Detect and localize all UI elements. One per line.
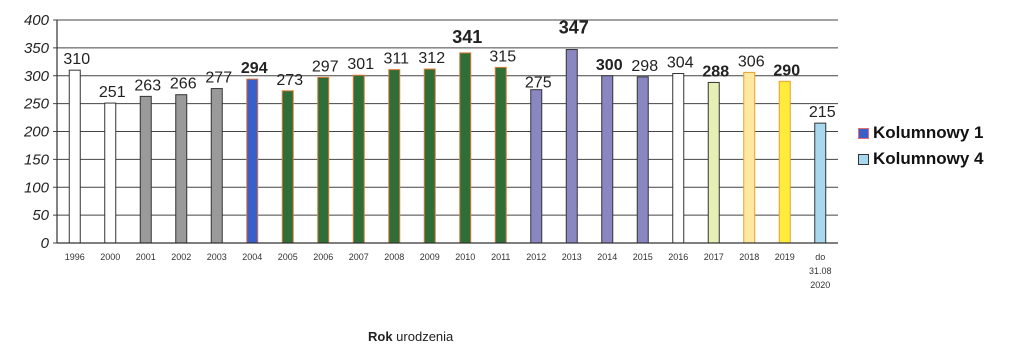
x-tick-label: 2015: [633, 252, 653, 262]
x-tick-label: 2004: [242, 252, 262, 262]
x-axis-title: Rok urodzenia: [368, 329, 453, 344]
y-tick-label: 400: [24, 12, 50, 29]
x-tick-label: 2016: [668, 252, 688, 262]
x-tick-label: 2003: [207, 252, 227, 262]
data-label: 315: [489, 48, 516, 65]
bar: [317, 76, 330, 244]
data-label: 298: [631, 58, 658, 75]
data-label: 300: [596, 57, 623, 74]
data-label: 290: [773, 62, 800, 79]
data-labels: 310 251 263 266 277 294 273 297 301 311 312 341 315 2…: [63, 18, 835, 122]
bar: [281, 90, 294, 244]
data-label: 341: [452, 27, 482, 47]
x-tick-label: 2006: [313, 252, 333, 262]
data-label: 304: [667, 55, 694, 72]
bar: [743, 71, 756, 244]
bar: [352, 74, 365, 244]
x-tick-label: 2014: [597, 252, 617, 262]
bar: [423, 68, 436, 244]
bar: [246, 78, 259, 244]
x-tick-label: 2011: [491, 252, 510, 262]
x-tick-label: 2018: [739, 252, 759, 262]
y-tick-label: 300: [24, 68, 50, 85]
data-label: 263: [134, 77, 161, 94]
x-tick-label: 2008: [384, 252, 404, 262]
y-tick-label: 200: [23, 124, 50, 141]
bar: [672, 73, 685, 244]
data-label: 312: [418, 50, 445, 67]
bar: [139, 95, 152, 244]
y-axis-ticks: 0 50 100 150 200 250 300 350 400: [23, 12, 57, 252]
legend-item-kolumnowy-4: Kolumnowy 4: [858, 146, 984, 172]
bar: [210, 88, 223, 244]
gridlines: [57, 19, 838, 216]
legend-label: Kolumnowy 1: [873, 123, 984, 142]
data-label: 301: [347, 56, 374, 73]
y-tick-label: 50: [32, 207, 49, 224]
data-label: 306: [738, 53, 765, 70]
x-tick-label: 2005: [278, 252, 298, 262]
data-label: 266: [170, 76, 197, 93]
bar: [68, 69, 81, 244]
x-tick-label: 2013: [562, 252, 582, 262]
x-tick-label: do 31.08 2020: [809, 252, 832, 290]
y-tick-label: 150: [24, 151, 50, 168]
data-label: 297: [312, 58, 339, 75]
data-label: 277: [205, 70, 232, 87]
bar: [814, 122, 827, 244]
bar: [104, 102, 117, 244]
x-tick-label: 2002: [171, 252, 191, 262]
y-tick-label: 250: [23, 96, 50, 113]
x-tick-label: 2010: [455, 252, 475, 262]
bar: [778, 80, 791, 244]
data-label: 273: [276, 72, 303, 89]
y-tick-label: 350: [24, 40, 50, 57]
x-tick-label: 2017: [704, 252, 724, 262]
data-label: 311: [383, 51, 409, 68]
x-axis-title-bold: Rok: [368, 329, 393, 344]
x-axis-title-rest: urodzenia: [392, 329, 454, 344]
data-label: 347: [559, 18, 589, 38]
bar: [459, 52, 472, 244]
bar: [388, 69, 401, 244]
bar: [175, 94, 188, 244]
x-tick-label: 2009: [420, 252, 440, 262]
x-tick-label: 2000: [100, 252, 120, 262]
bar: [565, 49, 578, 244]
bars: [68, 49, 827, 244]
data-label: 310: [63, 51, 90, 68]
bar: [601, 75, 614, 244]
legend-swatch: [858, 153, 869, 165]
y-tick-label: 100: [24, 179, 50, 196]
legend: Kolumnowy 1 Kolumnowy 4: [858, 120, 984, 172]
data-label: 275: [525, 75, 552, 92]
y-tick-label: 0: [41, 235, 50, 252]
x-tick-label: 2007: [349, 252, 369, 262]
x-tick-label: 2012: [526, 252, 546, 262]
data-label: 288: [702, 63, 729, 80]
legend-label: Kolumnowy 4: [873, 149, 984, 168]
data-label: 215: [809, 104, 836, 121]
bar: [494, 66, 507, 244]
legend-swatch: [858, 127, 869, 139]
x-tick-label: 2019: [775, 252, 795, 262]
data-label: 294: [241, 60, 268, 77]
x-tick-label: 2001: [136, 252, 156, 262]
data-label: 251: [99, 84, 126, 101]
legend-item-kolumnowy-1: Kolumnowy 1: [858, 120, 984, 146]
bar: [707, 81, 720, 244]
bar: [636, 76, 649, 244]
x-axis-ticks: 1996 2000 2001 2002 2003 2004 2005 2006 2007 2008…: [65, 252, 832, 290]
bar: [530, 89, 543, 244]
x-tick-label: 1996: [65, 252, 85, 262]
